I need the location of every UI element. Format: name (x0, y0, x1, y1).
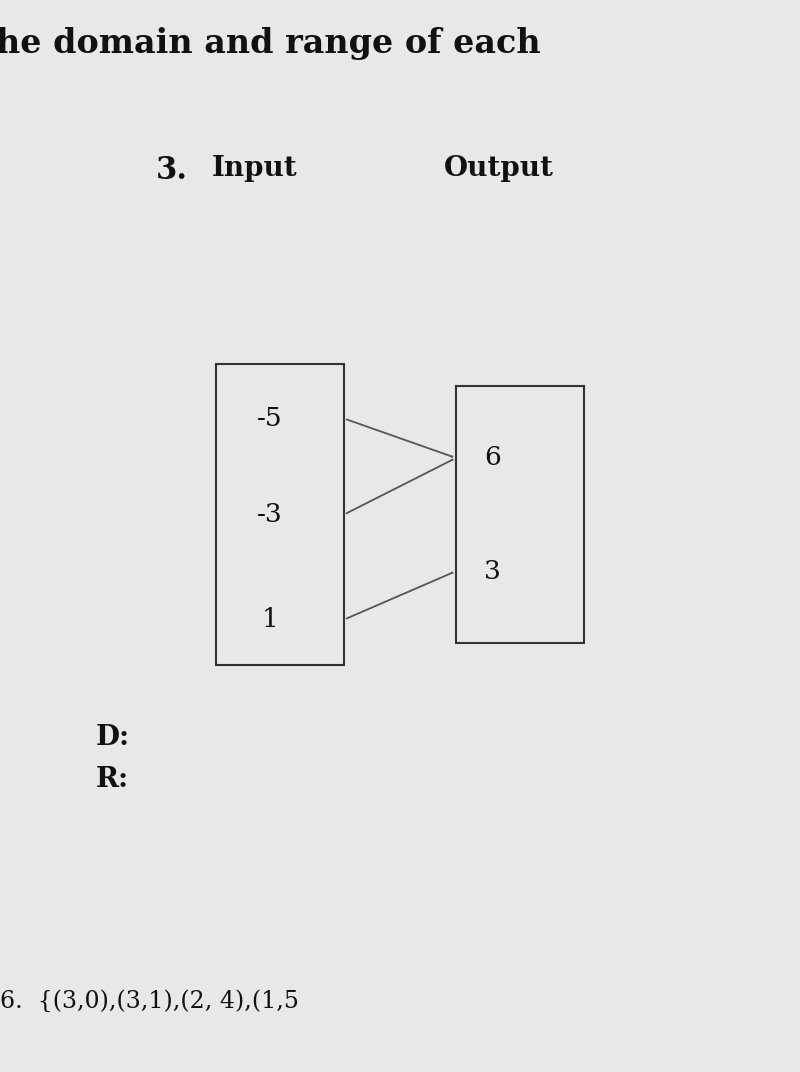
Text: he domain and range of each: he domain and range of each (0, 27, 541, 60)
Text: 1: 1 (262, 607, 278, 632)
Bar (456, 386, 584, 643)
Text: 6: 6 (484, 446, 501, 471)
Text: 3: 3 (484, 559, 501, 583)
Text: -5: -5 (257, 406, 282, 431)
Text: 6.  {(3,0),(3,1),(2, 4),(1,5: 6. {(3,0),(3,1),(2, 4),(1,5 (0, 991, 299, 1013)
Text: -3: -3 (257, 502, 282, 527)
Text: 3.: 3. (156, 155, 188, 187)
Bar (216, 364, 344, 665)
Text: R:: R: (96, 766, 129, 793)
Text: Input: Input (212, 155, 298, 182)
Text: Output: Output (444, 155, 554, 182)
Text: D:: D: (96, 724, 130, 750)
